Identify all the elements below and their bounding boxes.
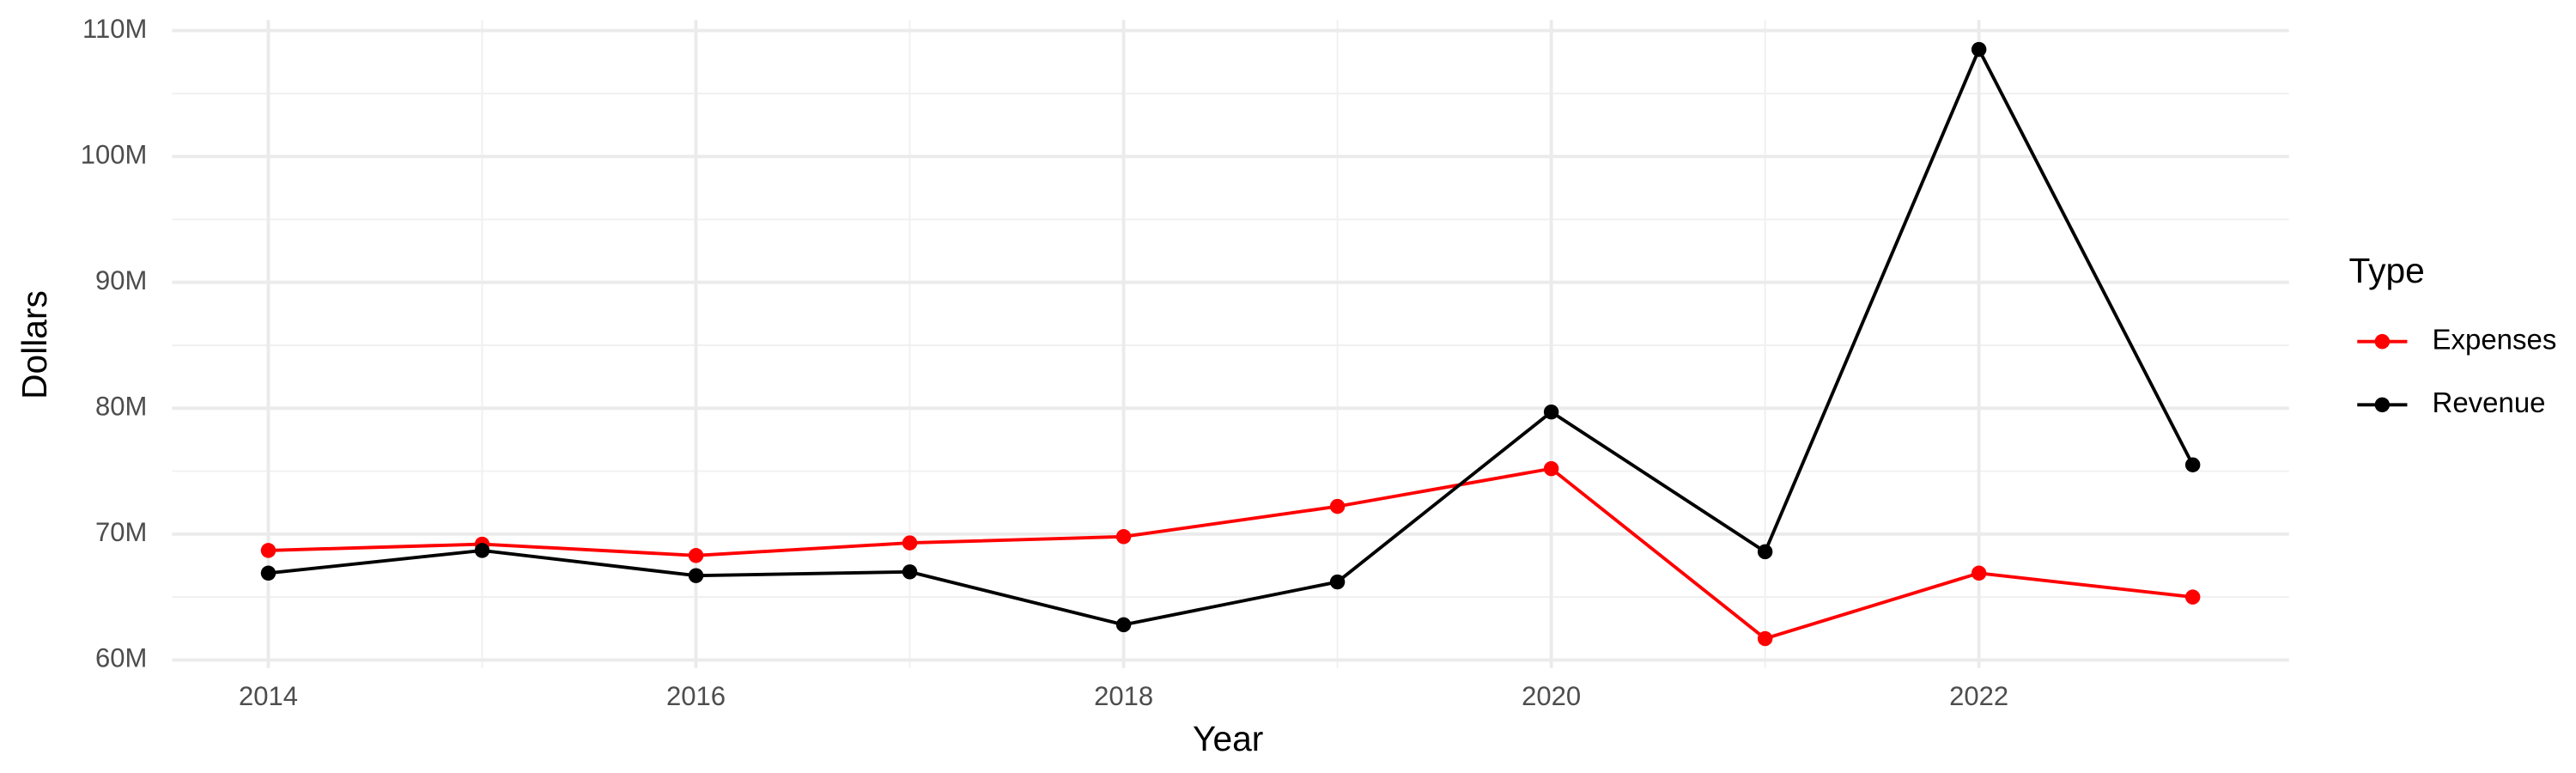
data-point	[1329, 574, 1346, 590]
data-point	[902, 564, 918, 580]
legend-label: Expenses	[2433, 323, 2557, 355]
y-tick-label: 110M	[82, 14, 147, 44]
data-point	[902, 535, 918, 551]
y-axis-title: Dollars	[15, 290, 54, 399]
y-tick-label: 70M	[95, 517, 147, 547]
legend-label: Revenue	[2433, 386, 2546, 418]
x-tick-label: 2018	[1094, 681, 1153, 711]
series-line	[268, 466, 2193, 641]
series-line	[268, 46, 2195, 627]
y-tick-label: 90M	[95, 265, 147, 295]
data-point	[2184, 589, 2201, 605]
data-point	[1757, 544, 1773, 560]
x-tick-label: 2022	[1949, 681, 2008, 711]
x-tick-label: 2014	[239, 681, 298, 711]
legend-key-point	[2374, 397, 2391, 413]
data-point	[260, 543, 276, 558]
data-point	[1543, 460, 1559, 477]
x-tick-label: 2020	[1522, 681, 1581, 711]
x-axis-title: Year	[1193, 719, 1263, 758]
y-tick-label: 100M	[81, 139, 148, 169]
data-point	[1971, 565, 1987, 581]
data-point	[1757, 630, 1773, 647]
data-point	[1329, 498, 1346, 514]
data-point	[2184, 457, 2201, 472]
data-point	[474, 543, 490, 558]
data-point	[1971, 41, 1987, 58]
legend-title: Type	[2349, 251, 2425, 290]
x-tick-label: 2016	[666, 681, 726, 711]
data-point	[688, 568, 704, 583]
data-point	[688, 548, 704, 563]
y-tick-label: 60M	[95, 643, 147, 673]
y-tick-label: 80M	[95, 391, 147, 421]
data-point	[1115, 529, 1132, 545]
legend-key-point	[2374, 333, 2391, 350]
data-point	[260, 565, 276, 581]
grid	[172, 20, 2289, 668]
data-point	[1115, 617, 1132, 633]
data-point	[1543, 404, 1559, 420]
